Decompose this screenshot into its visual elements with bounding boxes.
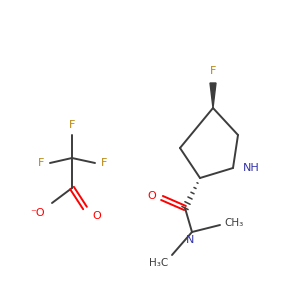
Text: CH₃: CH₃ bbox=[224, 218, 243, 228]
Text: F: F bbox=[69, 120, 75, 130]
Text: O: O bbox=[147, 191, 156, 201]
Text: NH: NH bbox=[243, 163, 260, 173]
Text: F: F bbox=[210, 66, 216, 76]
Text: F: F bbox=[101, 158, 107, 168]
Text: H₃C: H₃C bbox=[149, 258, 168, 268]
Text: N: N bbox=[186, 235, 194, 245]
Text: F: F bbox=[38, 158, 44, 168]
Polygon shape bbox=[210, 83, 216, 108]
Text: O: O bbox=[92, 211, 101, 221]
Text: ⁻O: ⁻O bbox=[30, 208, 45, 218]
